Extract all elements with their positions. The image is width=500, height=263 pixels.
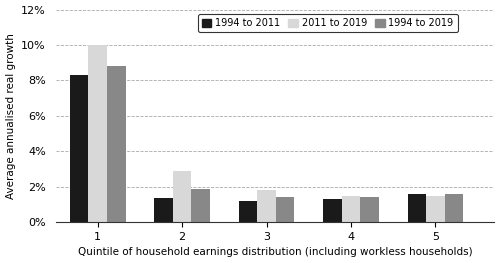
- Bar: [426, 196, 444, 222]
- Bar: [238, 201, 258, 222]
- Bar: [276, 197, 294, 222]
- Bar: [173, 171, 192, 222]
- Y-axis label: Average annualised real growth: Average annualised real growth: [6, 33, 16, 199]
- Legend: 1994 to 2011, 2011 to 2019, 1994 to 2019: 1994 to 2011, 2011 to 2019, 1994 to 2019: [198, 14, 458, 32]
- Bar: [107, 66, 126, 222]
- Bar: [154, 198, 173, 222]
- Bar: [70, 75, 88, 222]
- Bar: [444, 194, 463, 222]
- Bar: [408, 194, 426, 222]
- Bar: [342, 196, 360, 222]
- Bar: [258, 190, 276, 222]
- Bar: [192, 189, 210, 222]
- Bar: [360, 197, 379, 222]
- Bar: [88, 45, 107, 222]
- X-axis label: Quintile of household earnings distribution (including workless households): Quintile of household earnings distribut…: [78, 247, 472, 257]
- Bar: [323, 199, 342, 222]
